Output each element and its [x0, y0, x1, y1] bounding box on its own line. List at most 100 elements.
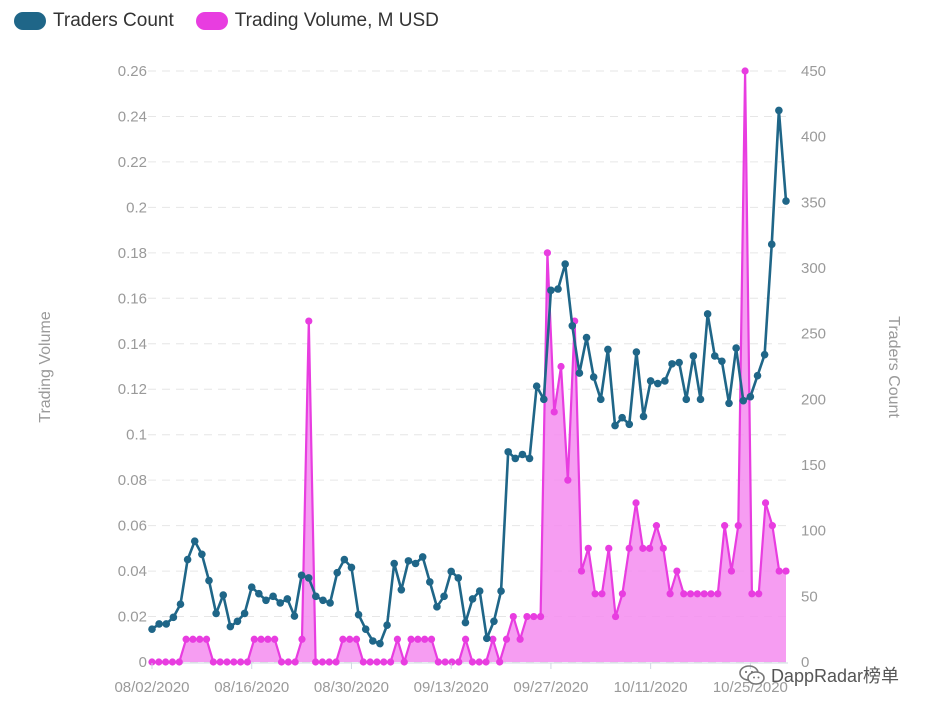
- volume-point: [216, 658, 224, 666]
- legend-item-volume[interactable]: Trading Volume, M USD: [195, 10, 439, 32]
- volume-point: [148, 658, 156, 666]
- traders-point: [426, 578, 434, 586]
- traders-point: [354, 610, 363, 619]
- traders-point: [703, 310, 712, 318]
- volume-point: [155, 658, 163, 666]
- volume-point: [427, 635, 436, 643]
- x-tick-label: 09/27/2020: [513, 679, 588, 696]
- volume-point: [387, 658, 395, 666]
- legend-label-traders: Traders Count: [53, 10, 174, 31]
- volume-point: [175, 658, 183, 666]
- traders-point: [369, 637, 377, 645]
- volume-point: [646, 544, 654, 552]
- traders-point: [675, 358, 683, 367]
- volume-point: [393, 635, 402, 643]
- traders-point: [262, 596, 270, 605]
- right-axis-ticks: 0 50 100 150 200 250 300 350 400 450: [801, 63, 826, 671]
- volume-point: [686, 590, 695, 598]
- traders-point: [653, 379, 662, 388]
- legend-label-volume: Trading Volume, M USD: [234, 10, 439, 31]
- right-tick-label: 0: [801, 654, 809, 671]
- right-tick-label: 200: [801, 391, 826, 408]
- volume-point: [591, 590, 599, 598]
- volume-point: [775, 567, 783, 575]
- right-tick-label: 350: [801, 194, 826, 211]
- volume-point: [352, 635, 361, 643]
- volume-point: [468, 658, 477, 666]
- right-tick-label: 300: [801, 260, 826, 277]
- volume-point: [271, 635, 279, 643]
- traders-point: [255, 589, 263, 598]
- legend-item-traders[interactable]: Traders Count: [14, 10, 174, 32]
- traders-point: [568, 321, 577, 330]
- volume-point: [223, 658, 231, 666]
- volume-point: [618, 590, 626, 598]
- left-tick-label: 0.1: [126, 427, 147, 444]
- volume-point: [325, 658, 333, 666]
- left-axis-ticks: 0 0.02 0.04 0.06 0.08 0.1 0.12 0.14 0.16 0.18 0.2 0…: [118, 63, 147, 671]
- volume-point: [761, 499, 770, 507]
- volume-point: [366, 658, 374, 666]
- grid-lines: [148, 70, 790, 664]
- traders-point: [454, 574, 463, 582]
- volume-point: [577, 567, 586, 575]
- traders-point: [668, 360, 676, 368]
- traders-point: [433, 603, 441, 611]
- right-tick-label: 250: [801, 326, 826, 343]
- traders-point: [304, 574, 313, 582]
- traders-point: [297, 571, 306, 580]
- traders-point: [632, 348, 641, 356]
- traders-point: [604, 345, 612, 354]
- traders-point: [575, 369, 584, 377]
- traders-point: [397, 585, 406, 594]
- volume-point: [209, 658, 217, 666]
- traders-point: [782, 197, 790, 205]
- volume-point: [707, 590, 715, 598]
- traders-point: [682, 395, 691, 404]
- volume-point: [673, 567, 681, 575]
- traders-point: [725, 399, 733, 408]
- traders-point: [312, 592, 320, 601]
- left-tick-label: 0: [139, 654, 147, 671]
- volume-point: [441, 658, 449, 666]
- volume-point: [543, 249, 552, 257]
- x-tick-label: 08/16/2020: [214, 679, 289, 696]
- volume-point: [332, 658, 340, 666]
- volume-point: [693, 590, 701, 598]
- volume-point: [237, 658, 245, 666]
- volume-point: [584, 544, 592, 552]
- volume-point: [407, 635, 415, 643]
- right-tick-label: 450: [801, 63, 826, 80]
- left-tick-label: 0.14: [118, 336, 147, 353]
- traders-point: [753, 371, 762, 380]
- volume-point: [475, 658, 483, 666]
- traders-point: [554, 285, 562, 293]
- traders-point: [333, 568, 342, 577]
- traders-point: [190, 537, 199, 545]
- volume-point: [243, 658, 252, 666]
- traders-point: [767, 240, 776, 249]
- volume-point: [536, 612, 545, 621]
- volume-point: [298, 635, 306, 643]
- legend-swatch-traders: [14, 12, 46, 30]
- volume-point: [380, 658, 388, 666]
- volume-point: [652, 522, 661, 530]
- volume-point: [680, 590, 688, 598]
- traders-point: [618, 413, 626, 422]
- traders-point: [283, 595, 292, 603]
- x-tick-label: 10/11/2020: [614, 679, 688, 696]
- volume-point: [312, 658, 320, 666]
- volume-point: [189, 635, 197, 643]
- legend-swatch-volume: [195, 12, 228, 30]
- traders-point: [547, 286, 555, 295]
- volume-point: [230, 658, 238, 666]
- volume-point: [291, 658, 299, 666]
- volume-point: [741, 67, 749, 75]
- traders-point: [468, 595, 477, 603]
- traders-point: [347, 563, 356, 572]
- traders-point: [718, 357, 726, 366]
- volume-point: [482, 658, 490, 666]
- volume-point: [768, 522, 776, 530]
- volume-point: [550, 408, 558, 416]
- volume-point: [277, 658, 286, 666]
